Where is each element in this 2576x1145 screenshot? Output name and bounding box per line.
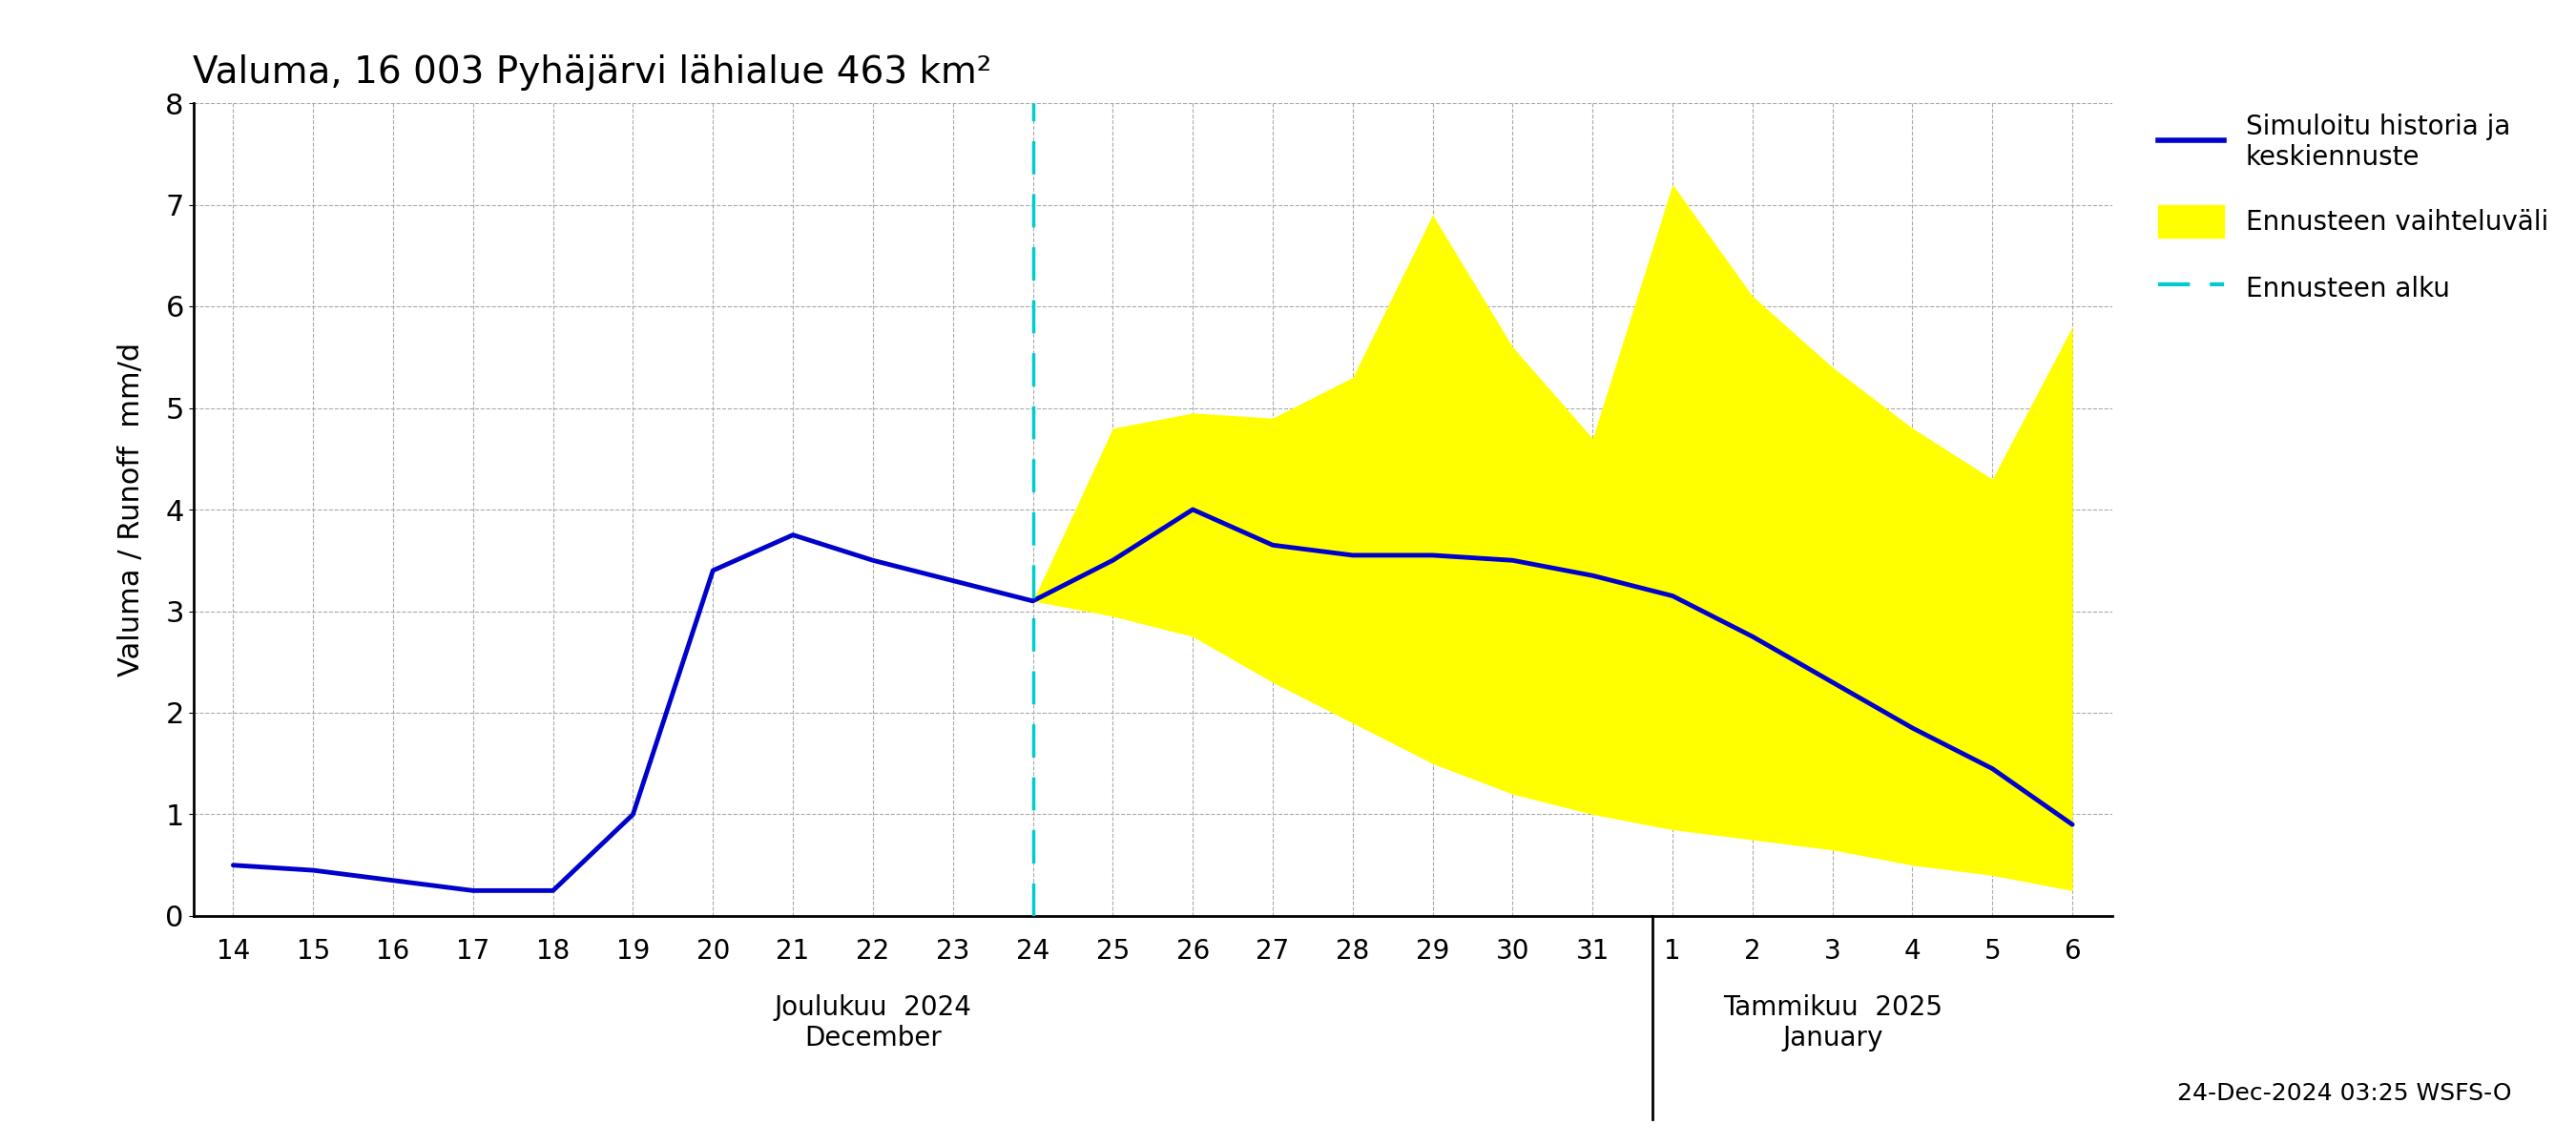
Y-axis label: Valuma / Runoff  mm/d: Valuma / Runoff mm/d [118, 342, 144, 677]
Text: 6: 6 [2063, 939, 2081, 965]
Text: 14: 14 [216, 939, 250, 965]
Text: 28: 28 [1337, 939, 1370, 965]
Text: 31: 31 [1577, 939, 1610, 965]
Text: Joulukuu  2024
December: Joulukuu 2024 December [775, 994, 971, 1052]
Text: 22: 22 [855, 939, 889, 965]
Text: 5: 5 [1984, 939, 2002, 965]
Text: 24-Dec-2024 03:25 WSFS-O: 24-Dec-2024 03:25 WSFS-O [2177, 1082, 2512, 1105]
Text: 21: 21 [775, 939, 809, 965]
Text: 1: 1 [1664, 939, 1682, 965]
Text: 24: 24 [1015, 939, 1048, 965]
Text: 17: 17 [456, 939, 489, 965]
Text: 19: 19 [616, 939, 649, 965]
Text: 29: 29 [1417, 939, 1450, 965]
Text: 27: 27 [1257, 939, 1291, 965]
Text: Tammikuu  2025
January: Tammikuu 2025 January [1723, 994, 1942, 1052]
Text: Valuma, 16 003 Pyhäjärvi lähialue 463 km²: Valuma, 16 003 Pyhäjärvi lähialue 463 km… [193, 55, 992, 90]
Text: 25: 25 [1095, 939, 1131, 965]
Text: 23: 23 [935, 939, 969, 965]
Text: 18: 18 [536, 939, 569, 965]
Text: 20: 20 [696, 939, 729, 965]
Legend: Simuloitu historia ja
keskiennuste, Ennusteen vaihteluväli, Ennusteen alku: Simuloitu historia ja keskiennuste, Ennu… [2146, 100, 2561, 318]
Text: 3: 3 [1824, 939, 1842, 965]
Text: 30: 30 [1497, 939, 1530, 965]
Text: 15: 15 [296, 939, 330, 965]
Text: 2: 2 [1744, 939, 1762, 965]
Text: 26: 26 [1175, 939, 1211, 965]
Text: 16: 16 [376, 939, 410, 965]
Text: 4: 4 [1904, 939, 1922, 965]
